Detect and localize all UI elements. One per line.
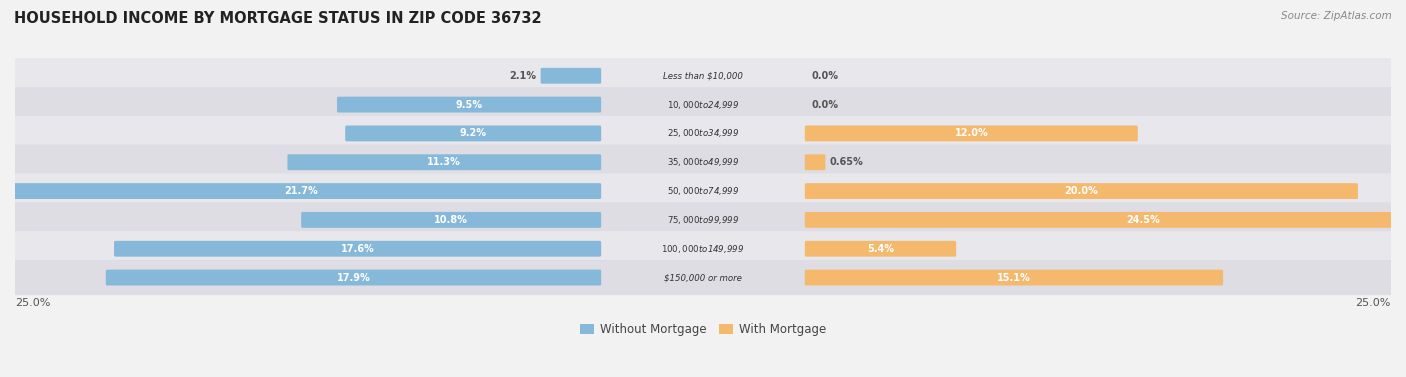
Text: 25.0%: 25.0% <box>1355 298 1391 308</box>
FancyBboxPatch shape <box>287 154 602 170</box>
Text: 17.6%: 17.6% <box>340 244 374 254</box>
FancyBboxPatch shape <box>804 241 956 257</box>
FancyBboxPatch shape <box>804 183 1358 199</box>
Text: $50,000 to $74,999: $50,000 to $74,999 <box>666 185 740 197</box>
Text: 11.3%: 11.3% <box>427 157 461 167</box>
FancyBboxPatch shape <box>346 126 602 141</box>
Text: 10.8%: 10.8% <box>434 215 468 225</box>
FancyBboxPatch shape <box>541 68 602 84</box>
FancyBboxPatch shape <box>13 145 1393 180</box>
Text: $75,000 to $99,999: $75,000 to $99,999 <box>666 214 740 226</box>
FancyBboxPatch shape <box>804 212 1406 228</box>
FancyBboxPatch shape <box>804 126 1137 141</box>
FancyBboxPatch shape <box>114 241 602 257</box>
FancyBboxPatch shape <box>13 87 1393 122</box>
FancyBboxPatch shape <box>804 270 1223 285</box>
FancyBboxPatch shape <box>13 202 1393 238</box>
Text: 0.0%: 0.0% <box>811 100 839 110</box>
Text: 24.5%: 24.5% <box>1126 215 1160 225</box>
FancyBboxPatch shape <box>13 116 1393 151</box>
FancyBboxPatch shape <box>1 183 602 199</box>
FancyBboxPatch shape <box>804 154 825 170</box>
Text: Less than $10,000: Less than $10,000 <box>664 71 742 80</box>
Text: 15.1%: 15.1% <box>997 273 1031 282</box>
FancyBboxPatch shape <box>105 270 602 285</box>
Legend: Without Mortgage, With Mortgage: Without Mortgage, With Mortgage <box>575 319 831 341</box>
Text: 9.2%: 9.2% <box>460 129 486 138</box>
Text: 21.7%: 21.7% <box>284 186 318 196</box>
Text: $10,000 to $24,999: $10,000 to $24,999 <box>666 99 740 110</box>
FancyBboxPatch shape <box>13 173 1393 208</box>
FancyBboxPatch shape <box>301 212 602 228</box>
Text: $35,000 to $49,999: $35,000 to $49,999 <box>666 156 740 168</box>
Text: 0.0%: 0.0% <box>811 71 839 81</box>
Text: 9.5%: 9.5% <box>456 100 482 110</box>
Text: 17.9%: 17.9% <box>336 273 370 282</box>
Text: 12.0%: 12.0% <box>955 129 988 138</box>
FancyBboxPatch shape <box>337 97 602 112</box>
Text: 25.0%: 25.0% <box>15 298 51 308</box>
Text: $25,000 to $34,999: $25,000 to $34,999 <box>666 127 740 139</box>
Text: Source: ZipAtlas.com: Source: ZipAtlas.com <box>1281 11 1392 21</box>
Text: HOUSEHOLD INCOME BY MORTGAGE STATUS IN ZIP CODE 36732: HOUSEHOLD INCOME BY MORTGAGE STATUS IN Z… <box>14 11 541 26</box>
FancyBboxPatch shape <box>13 58 1393 93</box>
Text: 0.65%: 0.65% <box>830 157 863 167</box>
Text: $150,000 or more: $150,000 or more <box>664 273 742 282</box>
FancyBboxPatch shape <box>13 231 1393 266</box>
Text: 20.0%: 20.0% <box>1064 186 1098 196</box>
Text: 2.1%: 2.1% <box>509 71 537 81</box>
Text: 5.4%: 5.4% <box>868 244 894 254</box>
FancyBboxPatch shape <box>13 260 1393 295</box>
Text: $100,000 to $149,999: $100,000 to $149,999 <box>661 243 745 255</box>
